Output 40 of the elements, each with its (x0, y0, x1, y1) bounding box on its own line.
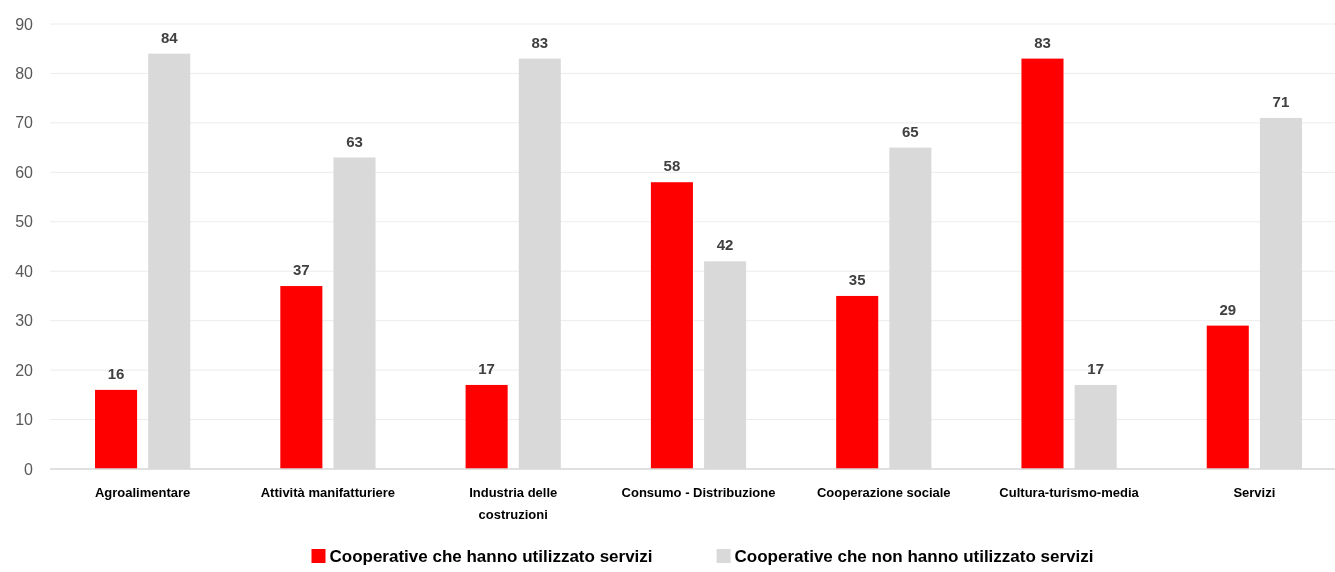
data-label: 29 (1219, 300, 1237, 318)
legend-label: Cooperative che hanno utilizzato servizi (329, 546, 653, 566)
legend-label: Cooperative che non hanno utilizzato servizi (734, 546, 1094, 566)
x-tick-label: Agroalimentare (94, 485, 191, 500)
bar (280, 286, 323, 469)
x-tick-label: Consumo - Distribuzione (621, 485, 776, 500)
y-tick-label: 90 (15, 15, 34, 33)
y-tick-label: 50 (15, 213, 34, 231)
data-label: 71 (1272, 92, 1290, 110)
x-tick-label: Cultura-turismo-media (999, 485, 1140, 500)
bar (95, 389, 138, 469)
y-tick-label: 30 (15, 312, 34, 330)
data-label: 65 (902, 122, 919, 140)
data-label: 84 (160, 28, 179, 46)
data-label: 83 (1034, 33, 1051, 51)
bar (465, 384, 508, 469)
data-label: 37 (293, 261, 310, 279)
data-label: 17 (1087, 359, 1104, 377)
y-tick-label: 70 (15, 114, 34, 132)
y-tick-label: 0 (24, 460, 34, 478)
y-tick-label: 10 (15, 411, 34, 429)
bar (1206, 325, 1249, 469)
data-label: 16 (107, 364, 125, 382)
y-tick-label: 80 (15, 65, 34, 83)
y-tick-label: 20 (15, 361, 34, 379)
data-label: 17 (478, 359, 495, 377)
bar (1021, 58, 1064, 469)
bar (650, 182, 693, 469)
x-tick-label: Servizi (1233, 485, 1276, 500)
bar (836, 295, 879, 469)
x-tick-label: Attività manifatturiere (260, 485, 396, 500)
data-label: 58 (663, 157, 681, 175)
y-tick-label: 40 (15, 262, 34, 280)
data-label: 42 (716, 236, 734, 254)
y-tick-label: 60 (15, 163, 34, 181)
data-label: 83 (531, 33, 549, 51)
data-label: 63 (346, 132, 363, 150)
x-tick-label: Industria delle costruzioni (469, 485, 558, 522)
x-tick-label: Cooperazione sociale (816, 485, 951, 500)
data-label: 35 (848, 270, 866, 288)
